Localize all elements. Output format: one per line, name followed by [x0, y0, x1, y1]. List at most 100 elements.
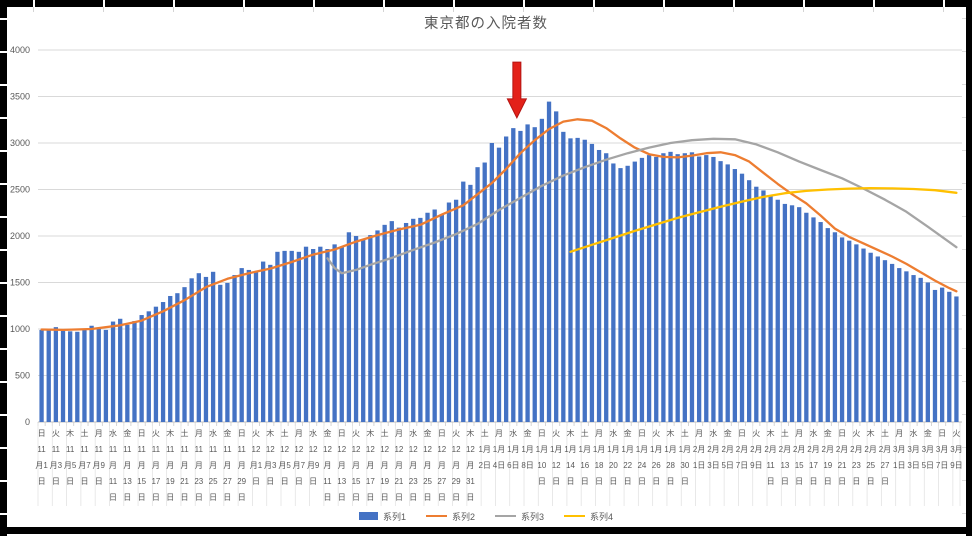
- bar: [253, 271, 259, 422]
- legend-label: 系列2: [451, 511, 475, 522]
- x-axis-tick-label: 11: [123, 445, 132, 454]
- frame-row-gap: [0, 414, 7, 416]
- x-axis-tick-label: 11: [223, 445, 232, 454]
- sheet-column-gridline: [593, 7, 594, 12]
- x-axis-tick-label: 日: [338, 429, 346, 438]
- frame-row-gap: [0, 183, 7, 185]
- bar: [296, 251, 302, 422]
- x-axis-tick-label: 火: [952, 429, 960, 438]
- x-axis-tick-label: 12: [352, 445, 361, 454]
- x-axis-tick-label: 17: [809, 461, 818, 470]
- bar: [353, 236, 359, 422]
- x-axis-tick-label: 火: [852, 429, 860, 438]
- bar: [168, 295, 173, 422]
- x-axis-tick-label: 11: [195, 445, 204, 454]
- bar: [303, 246, 309, 422]
- frame-row-gap: [0, 51, 7, 53]
- sheet-row-gridline: [962, 216, 966, 217]
- sheet-column-gridline: [383, 7, 384, 12]
- x-axis-tick-label: 日: [824, 477, 832, 486]
- x-axis-tick-label: 23: [194, 477, 203, 486]
- bar: [625, 165, 630, 422]
- sheet-row-gridline: [962, 348, 966, 349]
- x-axis-tick-label: 金: [524, 428, 532, 438]
- bar: [503, 136, 509, 423]
- x-axis-tick-label: 水: [609, 428, 617, 438]
- x-axis-tick-label: 19: [166, 477, 175, 486]
- x-axis-tick-label: 日: [295, 477, 303, 486]
- legend-label: 系列4: [590, 511, 614, 522]
- bar: [711, 156, 716, 422]
- y-axis-tick-label: 1000: [10, 324, 30, 334]
- x-axis-tick-label: 木: [667, 428, 675, 438]
- x-axis-tick-label: 金: [323, 428, 331, 438]
- x-axis-tick-label: 月9: [307, 461, 320, 470]
- y-axis-tick-label: 4000: [10, 45, 30, 55]
- x-axis-tick-label: 日: [638, 429, 646, 438]
- bar: [461, 181, 466, 422]
- frame-column-gap: [173, 0, 175, 7]
- x-axis-tick-label: 月: [695, 429, 703, 438]
- x-axis-tick-label: 日: [581, 477, 589, 486]
- x-axis-tick-label: 12: [423, 445, 432, 454]
- bar: [389, 221, 394, 422]
- frame-column-gap: [873, 0, 875, 7]
- x-axis-tick-label: 日: [181, 493, 189, 502]
- x-axis-tick-label: 7日: [936, 461, 948, 470]
- bar: [518, 130, 523, 422]
- x-axis-tick-label: 日: [538, 477, 546, 486]
- x-axis-tick-label: 日: [38, 477, 46, 486]
- legend-swatch-line-icon: [564, 514, 586, 518]
- frame-column-gap: [313, 0, 315, 7]
- x-axis-tick-label: 日: [138, 429, 146, 438]
- x-axis-tick-label: 12: [466, 445, 475, 454]
- x-axis-tick-label: 1月: [593, 445, 605, 454]
- x-axis-tick-label: 土: [781, 428, 789, 438]
- x-axis-tick-label: 15: [137, 477, 146, 486]
- bar: [153, 306, 159, 422]
- x-axis-tick-label: 2月: [807, 445, 819, 454]
- x-axis-tick-label: 11: [95, 445, 104, 454]
- x-axis-tick-label: 日: [609, 477, 617, 486]
- frame-row-gap: [0, 480, 7, 482]
- bar: [918, 277, 923, 422]
- x-axis-tick-label: 金: [424, 428, 432, 438]
- x-axis-tick-label: 16: [580, 461, 589, 470]
- x-axis-tick-label: 月: [195, 429, 203, 438]
- x-axis-tick-label: 日: [881, 477, 889, 486]
- x-axis-tick-label: 土: [881, 428, 889, 438]
- bar: [889, 263, 895, 422]
- sheet-row-gridline: [962, 315, 966, 316]
- x-axis-tick-label: 水: [910, 428, 918, 438]
- bar: [811, 217, 816, 422]
- bar: [897, 268, 902, 422]
- x-axis-tick-label: 月1: [35, 461, 48, 470]
- frame-column-gap: [103, 0, 105, 7]
- x-axis-tick-label: 火: [452, 429, 460, 438]
- bar: [368, 235, 373, 422]
- frame-row-gap: [0, 249, 7, 251]
- x-axis-tick-label: 15: [352, 477, 361, 486]
- sheet-column-gridline: [873, 7, 874, 12]
- bar: [632, 161, 637, 422]
- legend-item-系列2: 系列2: [425, 510, 475, 523]
- frame-row-gap: [0, 315, 7, 317]
- x-axis-tick-label: 15: [795, 461, 804, 470]
- bar: [718, 161, 723, 422]
- bar: [775, 199, 780, 422]
- bar: [596, 149, 602, 422]
- bar: [925, 282, 930, 422]
- x-axis-tick-label: 火: [752, 429, 760, 438]
- x-axis-tick-label: 木: [566, 428, 574, 438]
- y-axis-tick-label: 2000: [10, 231, 30, 241]
- x-axis-tick-label: 25: [866, 461, 875, 470]
- bar: [675, 154, 680, 422]
- x-axis-tick-label: 水: [309, 428, 317, 438]
- x-axis-tick-label: 12: [380, 445, 389, 454]
- x-axis-tick-label: 日: [152, 493, 160, 502]
- y-axis-tick-label: 3000: [10, 138, 30, 148]
- x-axis-tick-label: 1月: [478, 445, 490, 454]
- x-axis-tick-label: 3月: [936, 445, 948, 454]
- x-axis-tick-label: 5日: [721, 461, 733, 470]
